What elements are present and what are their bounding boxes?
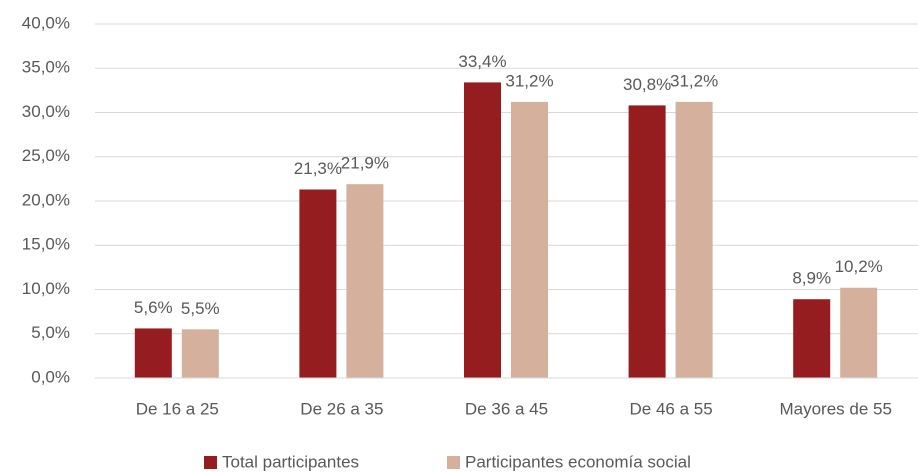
bar <box>464 82 501 378</box>
y-tick-label: 0,0% <box>31 367 70 386</box>
y-tick-label: 15,0% <box>22 235 70 254</box>
bar <box>511 101 548 378</box>
bar <box>134 328 172 378</box>
bar <box>675 101 713 378</box>
y-tick-label: 5,0% <box>31 323 70 342</box>
data-label: 21,9% <box>341 154 389 173</box>
bar <box>793 299 831 378</box>
legend-label: Participantes economía social <box>465 452 691 471</box>
x-tick-label: De 16 a 25 <box>136 399 219 418</box>
legend-swatch <box>204 456 217 469</box>
data-label: 21,3% <box>294 159 342 178</box>
bar <box>181 329 219 378</box>
y-tick-label: 40,0% <box>22 13 70 32</box>
y-tick-label: 20,0% <box>22 190 70 209</box>
bar <box>628 105 666 379</box>
x-tick-label: Mayores de 55 <box>779 399 891 418</box>
x-tick-label: De 36 a 45 <box>465 399 548 418</box>
data-label: 31,2% <box>670 71 718 90</box>
data-label: 31,2% <box>505 71 553 90</box>
bar <box>346 184 384 378</box>
data-label: 5,6% <box>134 298 173 317</box>
x-tick-label: De 46 a 55 <box>630 399 713 418</box>
y-tick-label: 25,0% <box>22 146 70 165</box>
data-label: 10,2% <box>835 257 883 276</box>
data-label: 33,4% <box>458 52 506 71</box>
data-label: 8,9% <box>792 269 831 288</box>
data-label: 30,8% <box>623 75 671 94</box>
x-tick-label: De 26 a 35 <box>300 399 383 418</box>
data-label: 5,5% <box>181 299 220 318</box>
bar <box>840 287 878 378</box>
y-tick-label: 30,0% <box>22 102 70 121</box>
legend-label: Total participantes <box>222 452 359 471</box>
y-tick-label: 10,0% <box>22 279 70 298</box>
legend-swatch <box>447 456 460 469</box>
bar <box>299 189 337 378</box>
y-tick-label: 35,0% <box>22 58 70 77</box>
